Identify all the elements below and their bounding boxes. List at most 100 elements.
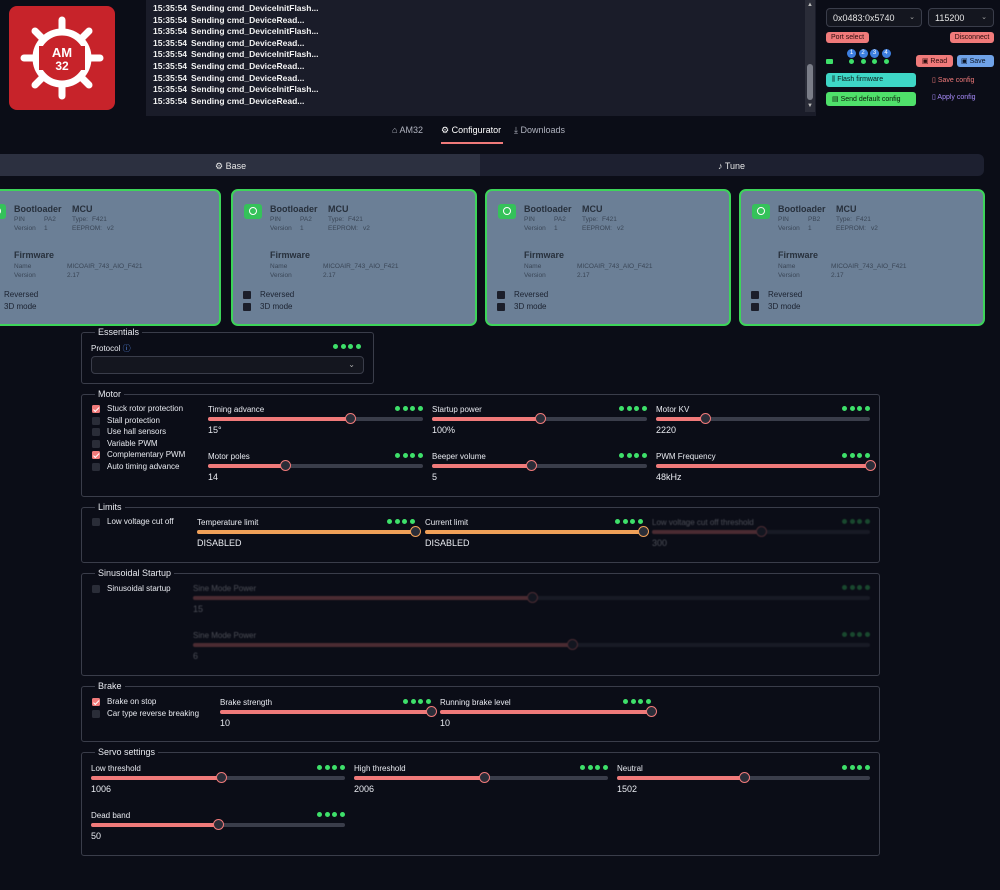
apply-config-link[interactable]: ▯ Apply config: [932, 93, 976, 101]
slider-track[interactable]: [432, 413, 647, 424]
slider-thumb[interactable]: [526, 592, 538, 603]
slider-track[interactable]: [656, 460, 876, 471]
slider-track[interactable]: [354, 772, 608, 783]
slider-track[interactable]: [197, 526, 421, 537]
checkbox[interactable]: [92, 428, 100, 437]
port-select[interactable]: 0x0483:0x5740 ⌄: [826, 8, 922, 27]
slider-track[interactable]: [652, 526, 870, 537]
slider-track[interactable]: [193, 639, 870, 650]
motor-badge[interactable]: 1: [847, 49, 856, 58]
slider-fill: [197, 530, 415, 534]
tab-configurator[interactable]: ⚙ Configurator: [441, 125, 501, 136]
slider-thumb[interactable]: [638, 526, 649, 537]
slider-thumb[interactable]: [700, 413, 712, 424]
protocol-select[interactable]: ⌄: [91, 356, 364, 374]
slider-thumb[interactable]: [280, 460, 292, 471]
disconnect-button[interactable]: Disconnect: [950, 32, 994, 43]
reversed-checkbox[interactable]: [243, 291, 251, 299]
slider-track[interactable]: [425, 526, 649, 537]
motor-badge[interactable]: 2: [858, 49, 868, 58]
3d-mode-checkbox[interactable]: [497, 303, 505, 311]
slider-thumb[interactable]: [525, 460, 537, 471]
slider-track[interactable]: [617, 772, 870, 783]
slider-track[interactable]: [91, 819, 345, 830]
slider-thumb[interactable]: [478, 772, 490, 783]
slider-track[interactable]: [91, 772, 345, 783]
checkbox[interactable]: [92, 416, 100, 425]
baud-select[interactable]: 115200 ⌄: [928, 8, 994, 27]
checkbox[interactable]: [92, 451, 100, 460]
checkbox[interactable]: [92, 709, 100, 718]
slider-thumb[interactable]: [738, 772, 750, 783]
slider-thumb[interactable]: [567, 639, 579, 650]
scroll-down-icon[interactable]: ▼: [807, 103, 813, 109]
slider-thumb[interactable]: [756, 526, 767, 537]
3d-mode-label: 3D mode: [514, 302, 547, 311]
send-default-config-button[interactable]: ▤ Send default config: [826, 92, 916, 106]
subtab-base[interactable]: [0, 154, 480, 176]
sinusoidal-startup-checkbox[interactable]: [92, 585, 100, 593]
low-voltage-cutoff-label: Low voltage cut off: [107, 517, 174, 526]
slider-thumb[interactable]: [215, 772, 227, 783]
3d-mode-checkbox[interactable]: [751, 303, 759, 311]
esc-card[interactable]: Bootloader MCU PIN PA2 Type: F421 Version 1 EEPR…: [485, 189, 731, 326]
3d-mode-checkbox[interactable]: [243, 303, 251, 311]
subtab-tune-label[interactable]: ♪ Tune: [718, 161, 745, 171]
slider-thumb[interactable]: [410, 526, 421, 537]
checkbox[interactable]: [92, 439, 100, 448]
esc-card[interactable]: Bootloader MCU PIN PA2 Type: F421 Version 1 EEPR…: [0, 189, 221, 326]
reversed-checkbox[interactable]: [751, 291, 759, 299]
slider-value: 1502: [617, 784, 638, 794]
slider-thumb[interactable]: [865, 460, 876, 471]
slider-track[interactable]: [193, 592, 870, 603]
info-icon[interactable]: ⓘ: [122, 344, 131, 353]
type-value: F421: [602, 216, 617, 223]
slider-track[interactable]: [432, 460, 647, 471]
flash-firmware-button[interactable]: ⫼ Flash firmware: [826, 73, 916, 87]
slider-thumb[interactable]: [213, 819, 224, 830]
esc-card[interactable]: Bootloader MCU PIN PB2 Type: F421 Version 1 EEPR…: [739, 189, 985, 326]
pin-value: PA2: [44, 216, 56, 223]
motor-badge[interactable]: 4: [881, 49, 891, 58]
slider-value: DISABLED: [425, 538, 470, 548]
eeprom-value: v2: [617, 225, 624, 232]
log-time: 15:35:54: [153, 84, 188, 95]
subtab-base-label[interactable]: ⚙ Base: [215, 161, 246, 172]
slider-track[interactable]: [220, 706, 437, 717]
checkbox[interactable]: [92, 463, 100, 471]
save-button[interactable]: ▣ Save: [957, 55, 994, 67]
motor-dot: [842, 453, 848, 458]
slider-track[interactable]: [208, 413, 423, 424]
log-scroll-thumb[interactable]: [807, 64, 813, 100]
firmware-heading: Firmware: [524, 250, 565, 260]
tab-downloads[interactable]: ⤓ Downloads: [514, 125, 565, 136]
scroll-up-icon[interactable]: ▲: [807, 2, 813, 8]
slider-thumb[interactable]: [426, 706, 437, 717]
low-voltage-cutoff-checkbox[interactable]: [92, 518, 100, 526]
motor-badge[interactable]: 3: [870, 49, 879, 58]
motor-dots: [401, 699, 431, 704]
slider-thumb[interactable]: [534, 413, 546, 424]
esc-card[interactable]: Bootloader MCU PIN PA2 Type: F421 Version 1 EEPR…: [231, 189, 477, 326]
save-config-link[interactable]: ▯ Save config: [932, 76, 974, 84]
slider-track[interactable]: [656, 413, 870, 424]
read-button[interactable]: ▣ Read: [916, 55, 953, 67]
motor-dot: [842, 585, 848, 590]
reversed-checkbox[interactable]: [497, 291, 505, 299]
slider-track[interactable]: [208, 460, 423, 471]
eeprom-label: EEPROM:: [582, 225, 612, 232]
motor-dots: [393, 453, 423, 458]
serial-log[interactable]: 15:35:54 Sending cmd_DeviceInitFlash... 15…: [146, 0, 816, 116]
port-select-button[interactable]: Port select: [826, 32, 869, 43]
slider-thumb[interactable]: [344, 413, 356, 424]
log-scrollbar[interactable]: ▲ ▼: [805, 0, 815, 112]
tab-am32-label: AM32: [399, 125, 423, 135]
checkbox[interactable]: [92, 698, 100, 706]
all-motors-indicator[interactable]: [826, 59, 833, 64]
slider-track[interactable]: [440, 706, 657, 717]
motor-dot: [857, 453, 863, 458]
motor-dot: [395, 453, 401, 458]
checkbox[interactable]: [92, 405, 100, 413]
tab-am32[interactable]: ⌂ AM32: [392, 125, 423, 135]
slider-thumb[interactable]: [646, 706, 657, 717]
